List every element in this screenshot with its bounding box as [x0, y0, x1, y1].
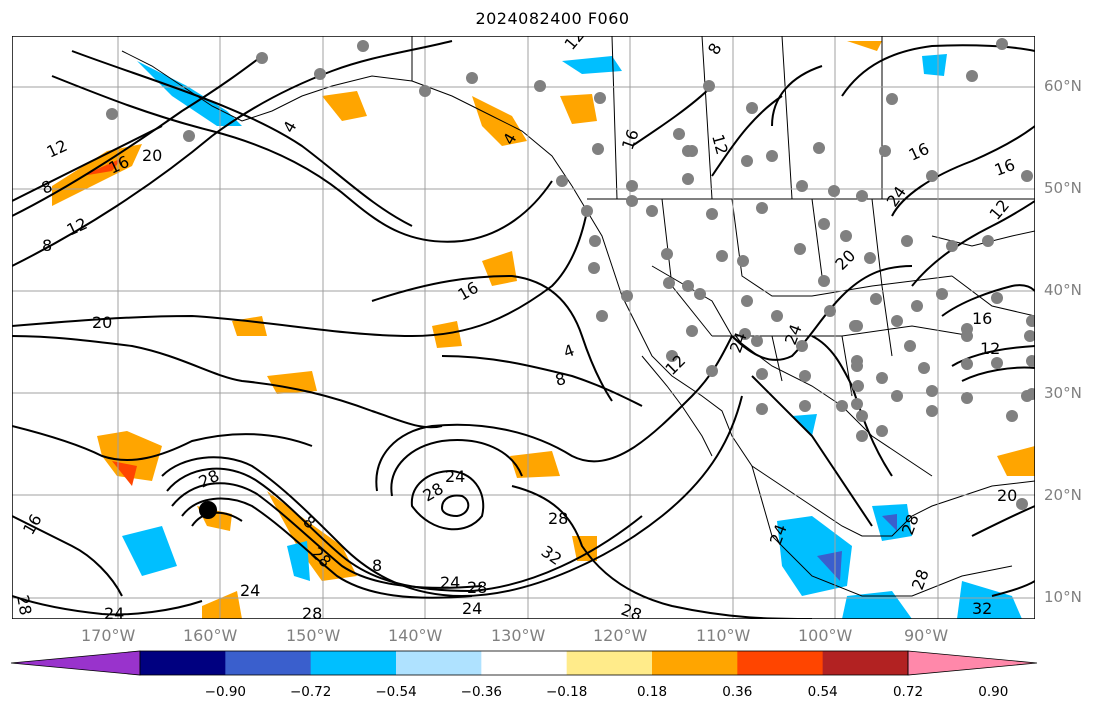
- contour-label: 28: [548, 509, 568, 528]
- contour-label: 20: [997, 486, 1017, 505]
- colorbar-tick-label: 0.54: [807, 684, 838, 700]
- colorbar-tick-label: −0.18: [545, 684, 588, 700]
- lon-label-120w: 120°W: [593, 626, 648, 645]
- lat-label-60n: 60°N: [1044, 77, 1082, 95]
- colorbar-segment: [822, 651, 909, 675]
- colorbar-tick-label: 0.18: [636, 684, 668, 700]
- colorbar-segment: [310, 651, 397, 675]
- lon-label-130w: 130°W: [491, 626, 546, 645]
- lon-label-110w: 110°W: [696, 626, 751, 645]
- contour-label: 20: [142, 146, 162, 165]
- colorbar: [10, 650, 1038, 676]
- lat-label-20n: 20°N: [1044, 486, 1082, 504]
- colorbar-tick-label: −0.36: [460, 684, 503, 700]
- contour-label: 28: [302, 604, 322, 619]
- colorbar-tick-label: −0.72: [289, 684, 332, 700]
- forecast-map: 12 8 16 20 12 8 20 16 4 8 12 24 24 24 28…: [12, 36, 1035, 619]
- contour-label: 32: [972, 599, 992, 618]
- colorbar-tick-label: 0.90: [978, 684, 1009, 700]
- colorbar-extend-low: [10, 650, 141, 676]
- colorbar-tick-label: −0.54: [375, 684, 417, 700]
- coastlines-borders: [121, 36, 1035, 597]
- lon-label-160w: 160°W: [183, 626, 238, 645]
- contour-label: 12: [708, 132, 732, 157]
- colorbar-outline: [139, 650, 909, 676]
- contour-label: 8: [553, 369, 568, 390]
- contour-label: 24: [445, 467, 465, 486]
- station-markers: [106, 38, 1035, 510]
- lat-label-40n: 40°N: [1044, 281, 1082, 299]
- colorbar-segment: [481, 651, 568, 675]
- lat-label-50n: 50°N: [1044, 179, 1082, 197]
- contour-label: 20: [92, 313, 112, 332]
- contour-label: 28: [619, 600, 645, 619]
- graticule: [12, 36, 1035, 619]
- lat-label-10n: 10°N: [1044, 588, 1082, 606]
- lon-label-150w: 150°W: [286, 626, 341, 645]
- contour-label: 8: [42, 236, 52, 255]
- contour-label: 24: [462, 599, 482, 618]
- contour-label: 16: [972, 309, 992, 328]
- contour-label: 8: [372, 556, 382, 575]
- lon-label-90w: 90°W: [904, 626, 949, 645]
- contour-label: 28: [13, 593, 35, 616]
- contour-value-labels: 12 8 16 20 12 8 20 16 4 8 12 24 24 24 28…: [13, 36, 1017, 619]
- colorbar-segment: [225, 651, 312, 675]
- colorbar-tick-label: −0.90: [204, 684, 247, 700]
- colorbar-segment: [737, 651, 824, 675]
- contour-label: 24: [440, 573, 460, 592]
- contour-label: 12: [980, 339, 1000, 358]
- colorbar-segment: [566, 651, 653, 675]
- lat-label-30n: 30°N: [1044, 384, 1082, 402]
- contour-label: 28: [467, 578, 487, 597]
- colorbar-extend-high: [907, 650, 1038, 676]
- colorbar-segment: [652, 651, 738, 675]
- contour-lines: [12, 40, 1035, 619]
- colorbar-tick-label: 0.36: [722, 684, 753, 700]
- lon-label-170w: 170°W: [81, 626, 136, 645]
- lon-label-140w: 140°W: [388, 626, 443, 645]
- contour-label: 24: [240, 581, 260, 600]
- colorbar-tick-label: 0.72: [892, 684, 924, 700]
- colorbar-segment: [140, 651, 226, 675]
- lon-label-100w: 100°W: [798, 626, 853, 645]
- contour-label: 24: [104, 604, 124, 619]
- storm-center-marker: [199, 501, 217, 519]
- colorbar-segment: [396, 651, 482, 675]
- map-title: 2024082400 F060: [475, 9, 630, 28]
